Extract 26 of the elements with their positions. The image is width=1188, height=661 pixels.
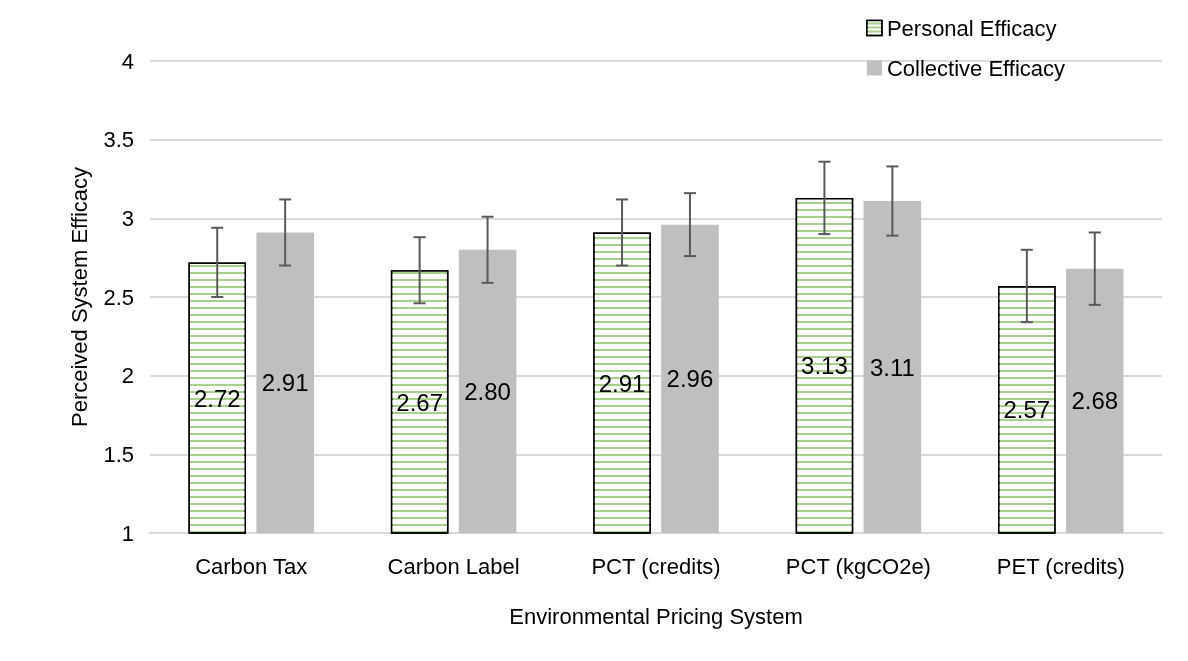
x-tick-label: PCT (credits) [591, 553, 721, 579]
data-label: 2.96 [666, 365, 714, 393]
data-label: 2.57 [1003, 396, 1051, 424]
data-label: 2.72 [193, 384, 241, 412]
data-label: 2.91 [598, 369, 646, 397]
y-tick-label: 4 [121, 48, 134, 74]
data-label: 2.91 [261, 369, 309, 397]
data-label: 3.13 [801, 352, 848, 380]
x-tick-label: Carbon Label [387, 553, 520, 579]
data-label: 3.11 [869, 353, 915, 381]
y-tick-label: 3.5 [103, 127, 134, 153]
y-tick-label: 1.5 [103, 441, 134, 467]
x-axis-title: Environmental Pricing System [509, 603, 803, 629]
y-axis-title: Perceived System Efficacy [66, 166, 92, 428]
data-label: 2.68 [1071, 387, 1119, 415]
x-tick-label: Carbon Tax [195, 553, 308, 579]
x-tick-label: PET (credits) [996, 553, 1125, 579]
y-tick-label: 3 [121, 205, 134, 231]
data-label: 2.80 [464, 377, 511, 405]
legend-label: Personal Efficacy [886, 15, 1057, 41]
x-tick-label: PCT (kgCO2e) [785, 553, 931, 579]
y-tick-label: 2 [121, 363, 134, 389]
y-tick-label: 1 [121, 520, 134, 546]
data-label: 2.67 [396, 388, 443, 416]
legend-label: Collective Efficacy [886, 55, 1065, 81]
y-tick-label: 2.5 [103, 284, 134, 310]
